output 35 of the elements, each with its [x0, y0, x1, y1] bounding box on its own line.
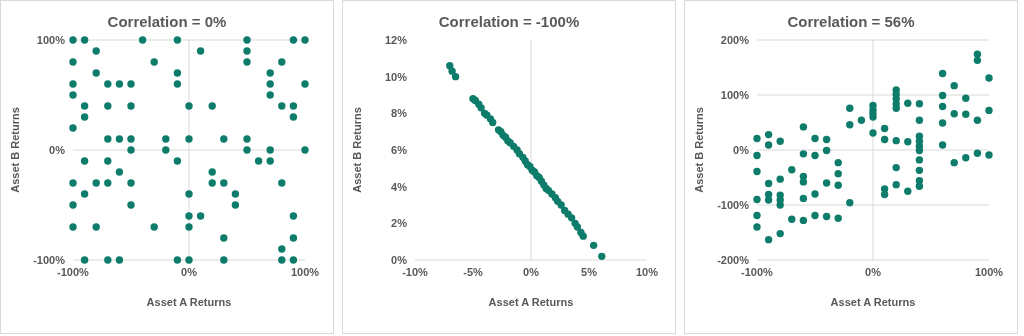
x-tick-label: -10%: [402, 265, 429, 278]
y-tick-label: 200%: [720, 33, 750, 46]
x-tick-label: 0%: [865, 265, 882, 278]
y-tick-label: -100%: [717, 198, 750, 211]
y-tick-label: -100%: [33, 253, 66, 266]
y-tick-label: 6%: [391, 143, 408, 156]
x-tick-label: 10%: [635, 265, 659, 278]
y-tick-label: 2%: [391, 217, 408, 230]
chart-title: Correlation = -100%: [437, 13, 581, 30]
y-tick-label: -200%: [717, 253, 750, 266]
x-tick-label: 0%: [523, 265, 540, 278]
x-tick-label: -100%: [57, 265, 90, 278]
x-axis-title: Asset A Returns: [488, 296, 574, 308]
x-tick-label: -100%: [741, 265, 774, 278]
y-axis-title: Asset B Returns: [692, 107, 705, 193]
x-tick-label: -5%: [463, 265, 483, 278]
x-tick-label: 100%: [290, 265, 320, 278]
y-axis-title: Asset B Returns: [350, 107, 363, 193]
y-tick-label: 100%: [720, 88, 750, 101]
y-axis-title: Asset B Returns: [8, 107, 21, 193]
x-tick-label: 100%: [974, 265, 1004, 278]
chart-title: Correlation = 0%: [106, 13, 228, 30]
x-tick-label: 0%: [181, 265, 198, 278]
y-tick-label: 8%: [391, 107, 408, 120]
x-tick-label: 5%: [581, 265, 598, 278]
y-tick-label: 10%: [384, 70, 408, 83]
y-tick-label: 0%: [733, 143, 750, 156]
x-axis-title: Asset A Returns: [146, 296, 232, 308]
x-axis-title: Asset A Returns: [830, 296, 916, 308]
y-tick-label: 100%: [36, 33, 66, 46]
y-tick-label: 12%: [384, 33, 408, 46]
y-tick-label: 0%: [391, 253, 408, 266]
y-tick-label: 0%: [49, 143, 66, 156]
y-tick-label: 4%: [391, 180, 408, 193]
chart-title: Correlation = 56%: [786, 13, 916, 30]
